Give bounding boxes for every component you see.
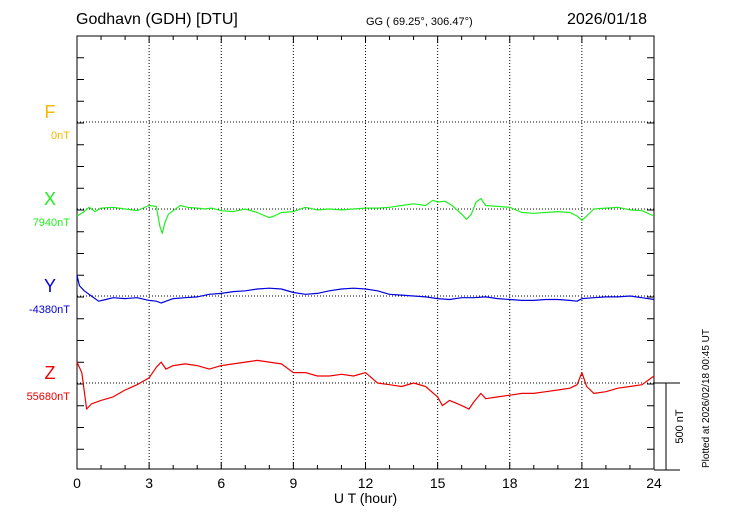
x-axis-label: U T (hour) [334, 490, 397, 506]
series-label-x: X [44, 189, 56, 209]
x-tick-label: 9 [289, 475, 297, 491]
station-coordinates: GG ( 69.25°, 306.47°) [366, 16, 473, 28]
series-label-y: Y [44, 276, 56, 296]
series-baseline-x: 7940nT [33, 217, 71, 229]
x-tick-label: 6 [217, 475, 225, 491]
series-baseline-y: -4380nT [29, 304, 70, 316]
series-baseline-f: 0nT [51, 130, 70, 142]
x-tick-label: 21 [574, 475, 590, 491]
x-tick-label: 12 [358, 475, 374, 491]
series-label-f: F [45, 102, 56, 122]
scale-bar-label: 500 nT [674, 409, 686, 444]
x-tick-label: 0 [73, 475, 81, 491]
station-title: Godhavn (GDH) [DTU] [76, 11, 238, 28]
series-baseline-z: 55680nT [27, 391, 71, 403]
series-label-z: Z [45, 363, 56, 383]
x-tick-label: 18 [502, 475, 518, 491]
series-line-z [76, 359, 655, 410]
series-line-x [76, 198, 655, 234]
x-tick-label: 24 [646, 475, 662, 491]
series-line-y [76, 274, 655, 304]
x-tick-label: 15 [430, 475, 446, 491]
chart-date: 2026/01/18 [567, 11, 648, 28]
x-tick-label: 3 [145, 475, 153, 491]
